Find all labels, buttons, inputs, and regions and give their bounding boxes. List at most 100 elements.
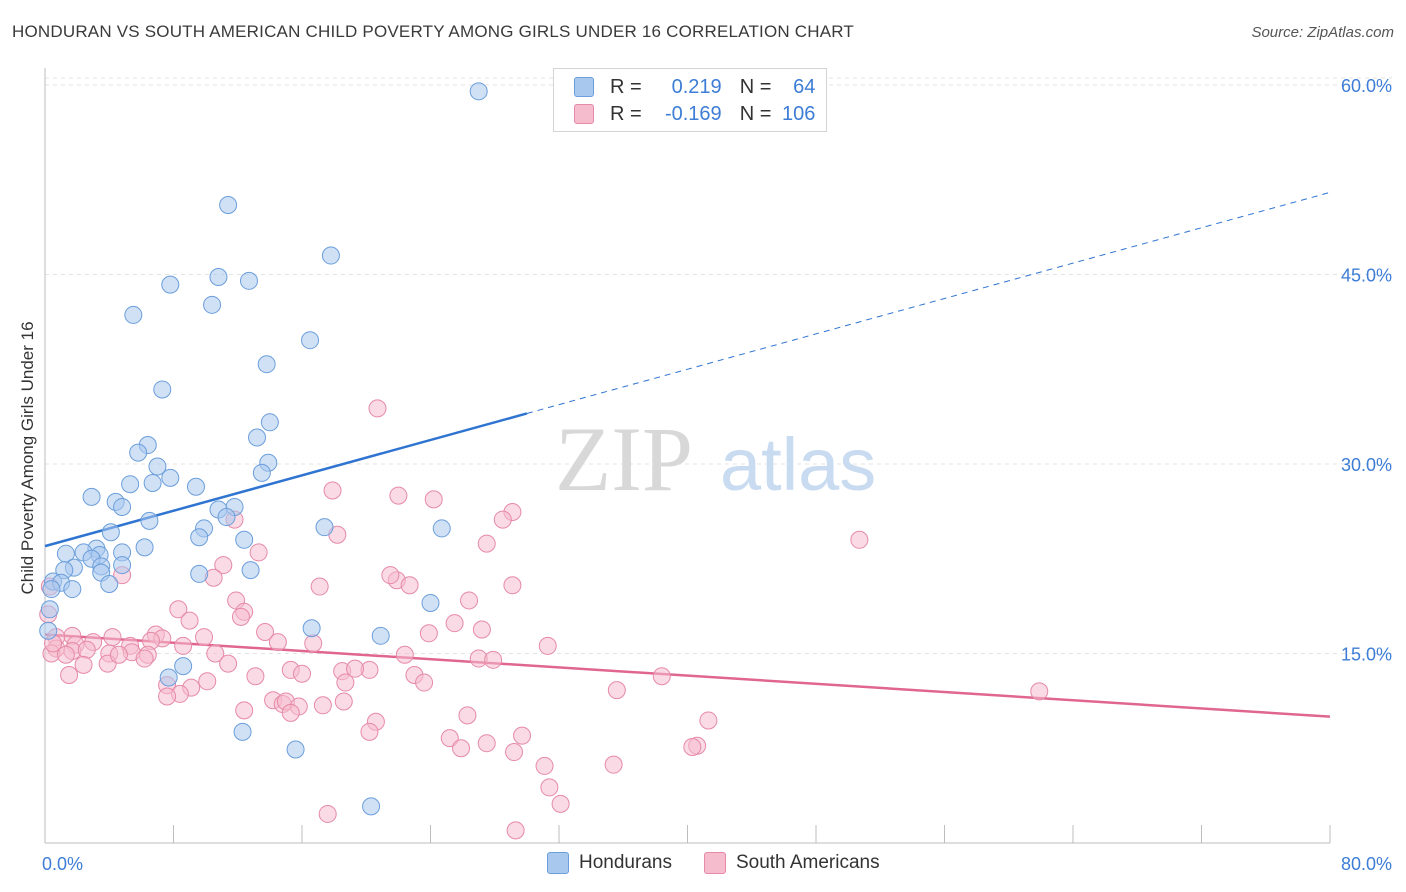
series-legend: Hondurans South Americans	[547, 852, 912, 874]
chart-title: HONDURAN VS SOUTH AMERICAN CHILD POVERTY…	[12, 22, 855, 41]
honduran-point	[40, 600, 59, 619]
south-american-point	[169, 600, 188, 619]
honduran-point	[257, 355, 276, 374]
blue-swatch	[547, 852, 569, 874]
south-american-trend-line	[44, 633, 1331, 718]
honduran-point	[190, 564, 209, 583]
south-american-point	[503, 576, 522, 595]
south-american-point	[683, 737, 702, 756]
south-american-point	[281, 703, 300, 722]
honduran-point	[209, 268, 228, 287]
n-value: 106	[782, 102, 816, 125]
tick-labels: 15.0% 30.0% 45.0% 60.0% 0.0% 80.0%	[42, 76, 1392, 874]
honduran-point	[362, 797, 381, 816]
south-american-point	[249, 543, 268, 562]
south-american-point	[604, 755, 623, 774]
r-label: R =	[610, 102, 642, 125]
south-american-point	[310, 577, 329, 596]
honduran-point	[315, 518, 334, 537]
correlation-legend: R = 0.219 N = 64 R = -0.169 N = 106	[553, 68, 827, 132]
south-american-point	[219, 654, 238, 673]
watermark-zip: ZIP	[555, 408, 693, 510]
south-american-point	[231, 607, 250, 626]
honduran-point	[286, 740, 305, 759]
honduran-point	[252, 463, 271, 482]
south-american-point	[460, 591, 479, 610]
n-value: 64	[793, 75, 816, 98]
honduran-point	[241, 561, 260, 580]
honduran-point	[121, 475, 140, 494]
honduran-point	[100, 575, 119, 594]
south-american-point	[360, 722, 379, 741]
south-american-point	[400, 576, 419, 595]
pink-swatch	[574, 104, 594, 124]
zipatlas-watermark: ZIP atlas	[555, 408, 876, 510]
x-tick-label: 0.0%	[42, 854, 83, 874]
r-label: R =	[610, 75, 642, 98]
honduran-point	[233, 722, 252, 741]
honduran-point	[432, 519, 451, 538]
trend-lines	[44, 191, 1331, 718]
honduran-point	[421, 593, 440, 612]
south-american-point	[246, 667, 265, 686]
honduran-point	[39, 621, 58, 640]
honduran-point	[140, 511, 159, 530]
legend-row-hondurans: R = 0.219 N = 64	[574, 74, 815, 100]
south-american-point	[535, 756, 554, 775]
x-tick-label: 80.0%	[1341, 854, 1392, 874]
honduran-point	[469, 82, 488, 101]
r-value: 0.219	[671, 75, 722, 98]
south-american-point	[77, 640, 96, 659]
legend-row-south-americans: R = -0.169 N = 106	[574, 101, 815, 127]
south-american-point	[477, 734, 496, 753]
south-american-point	[60, 665, 79, 684]
honduran-point	[161, 275, 180, 294]
south-american-point	[440, 729, 459, 748]
south-american-point	[198, 672, 217, 691]
south-american-point	[551, 794, 570, 813]
south-american-point	[334, 692, 353, 711]
honduran-point	[235, 530, 254, 549]
south-american-point	[195, 628, 214, 647]
south-american-point	[458, 706, 477, 725]
honduran-point	[190, 528, 209, 547]
south-american-point	[1030, 682, 1049, 701]
south-american-point	[477, 534, 496, 553]
honduran-trend-line	[44, 412, 528, 548]
south-american-point	[381, 566, 400, 585]
y-tick-label: 60.0%	[1341, 76, 1392, 96]
honduran-point	[174, 657, 193, 676]
data-points	[39, 82, 1049, 840]
honduran-point	[63, 580, 82, 599]
honduran-point	[124, 305, 143, 324]
y-tick-label: 30.0%	[1341, 455, 1392, 475]
south-american-point	[336, 673, 355, 692]
honduran-point	[301, 331, 320, 350]
honduran-trend-extension	[526, 191, 1331, 414]
south-american-point	[206, 644, 225, 663]
honduran-point	[302, 619, 321, 638]
south-american-point	[493, 510, 512, 529]
south-american-point	[180, 611, 199, 630]
n-label: N =	[739, 102, 772, 125]
south-american-point	[56, 645, 75, 664]
south-american-point	[174, 636, 193, 655]
honduran-point	[82, 487, 101, 506]
honduran-point	[148, 457, 167, 476]
south-american-point	[484, 650, 503, 669]
legend-label: Hondurans	[579, 852, 672, 873]
south-american-point	[445, 614, 464, 633]
south-american-point	[850, 530, 869, 549]
south-american-point	[419, 624, 438, 643]
south-american-point	[268, 633, 287, 652]
south-american-point	[256, 623, 275, 642]
honduran-point	[371, 626, 390, 645]
south-american-point	[293, 664, 311, 683]
honduran-point	[321, 246, 340, 265]
honduran-point	[113, 556, 132, 575]
south-american-point	[318, 804, 337, 823]
honduran-point	[101, 523, 120, 542]
honduran-point	[153, 380, 172, 399]
south-american-point	[74, 655, 93, 674]
